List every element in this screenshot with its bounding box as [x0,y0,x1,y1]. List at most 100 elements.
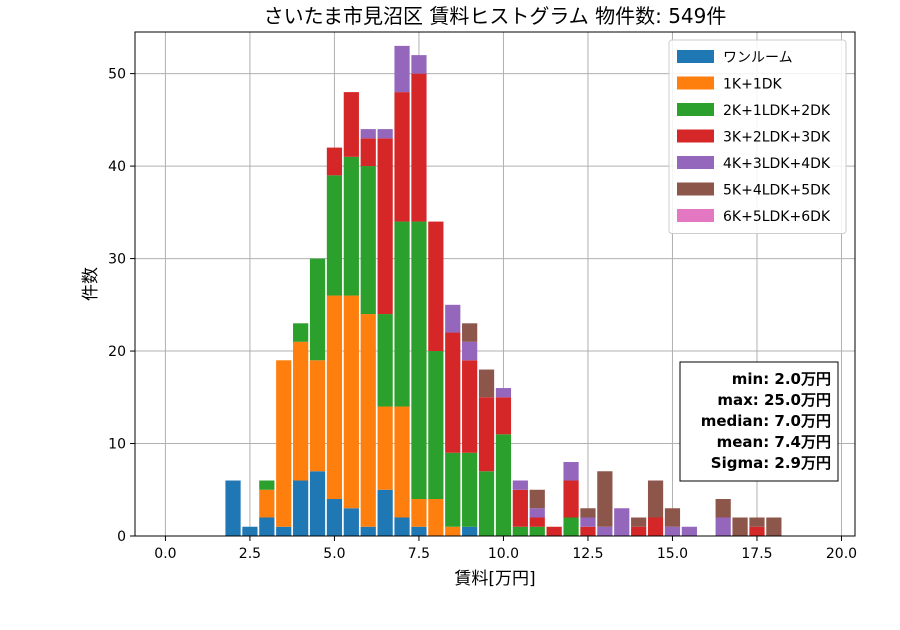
stats-line: median: 7.0万円 [701,412,831,430]
bar [563,462,579,481]
y-tick-label: 20 [108,344,126,360]
bar [478,397,495,472]
bar [597,471,613,527]
bar [495,397,512,435]
bar [614,508,630,536]
bar [394,221,410,407]
bar [360,138,376,167]
bar [343,295,359,509]
legend-swatch [677,103,714,116]
bar [462,341,478,361]
bar [445,332,461,453]
bar [529,526,545,536]
bar [377,406,393,490]
chart-title: さいたま市見沼区 賃料ヒストグラム 物件数: 549件 [264,4,727,28]
bar [326,499,343,536]
bar [326,147,343,176]
x-tick-label: 12.5 [572,546,603,562]
bar [326,295,343,500]
bar [647,517,664,536]
bar [631,517,647,527]
x-tick-label: 2.5 [239,546,261,562]
bar [428,221,444,352]
bar [309,471,326,536]
bar [259,480,275,490]
stats-line: mean: 7.4万円 [717,433,831,451]
bar [394,92,410,222]
bar [276,360,292,527]
bar [276,526,292,536]
bar [681,526,697,536]
bar [631,526,647,536]
bar [732,517,748,536]
bar [664,526,681,536]
bar [326,175,343,296]
bar [309,360,326,472]
y-axis-label: 件数 [81,267,101,301]
bar [293,480,309,536]
x-tick-label: 5.0 [323,546,345,562]
legend-label: 2K+1LDK+2DK [723,103,831,119]
legend-label: 4K+3LDK+4DK [723,156,831,172]
bar [495,388,512,398]
bar [766,517,782,536]
legend-swatch [677,182,714,196]
bar [343,92,359,157]
x-tick-label: 7.5 [408,546,430,562]
legend-swatch [677,209,714,222]
bar [242,526,258,536]
bar [512,489,528,527]
bar [411,221,427,500]
bar [343,156,359,296]
x-tick-label: 15.0 [657,546,688,562]
bar [462,323,478,342]
bar [377,138,393,315]
bar [360,314,376,527]
bar [394,45,410,93]
bar [664,508,681,527]
bar [360,166,376,315]
bar [462,452,478,527]
legend-swatch [677,156,714,169]
bar [715,517,731,536]
x-tick-label: 17.5 [741,546,772,562]
x-axis-label: 賃料[万円] [454,569,535,589]
bar [580,517,596,527]
bar [647,480,664,518]
y-tick-label: 10 [108,437,126,453]
bar [462,360,478,453]
x-tick-label: 10.0 [488,546,519,562]
bar [259,489,275,518]
bar [445,526,461,536]
bar [529,508,545,518]
bar [394,517,410,536]
stats-frame [679,361,839,482]
stats-line: Sigma: 2.9万円 [711,454,831,472]
bar [512,480,528,490]
bar [546,526,562,536]
y-tick-label: 50 [108,67,126,83]
bar [445,452,461,527]
bar [478,369,495,398]
bar [293,323,309,342]
bar [411,55,427,74]
legend-label: 1K+1DK [723,77,783,93]
legend-swatch [677,129,714,143]
bar [377,489,393,536]
x-tick-label: 20.0 [826,546,857,562]
bar [563,517,579,536]
legend-label: 3K+2LDK+3DK [723,130,831,146]
legend-label: 6K+5LDK+6DK [723,209,831,225]
legend: ワンルーム 1K+1DK 2K+1LDK+2DK 3K+2LDK+3DK 4K+3LDK… [668,39,847,234]
bar [343,508,359,536]
x-tick-label: 0.0 [154,546,176,562]
legend-label: ワンルーム [723,50,793,66]
bar [512,526,528,536]
stats-box: min: 2.0万円 max: 25.0万円 median: 7.0万円 mean: … [679,361,839,482]
bar [293,341,309,481]
bar [259,517,275,536]
bar [749,526,765,536]
bar [394,406,410,518]
bar [445,304,461,333]
